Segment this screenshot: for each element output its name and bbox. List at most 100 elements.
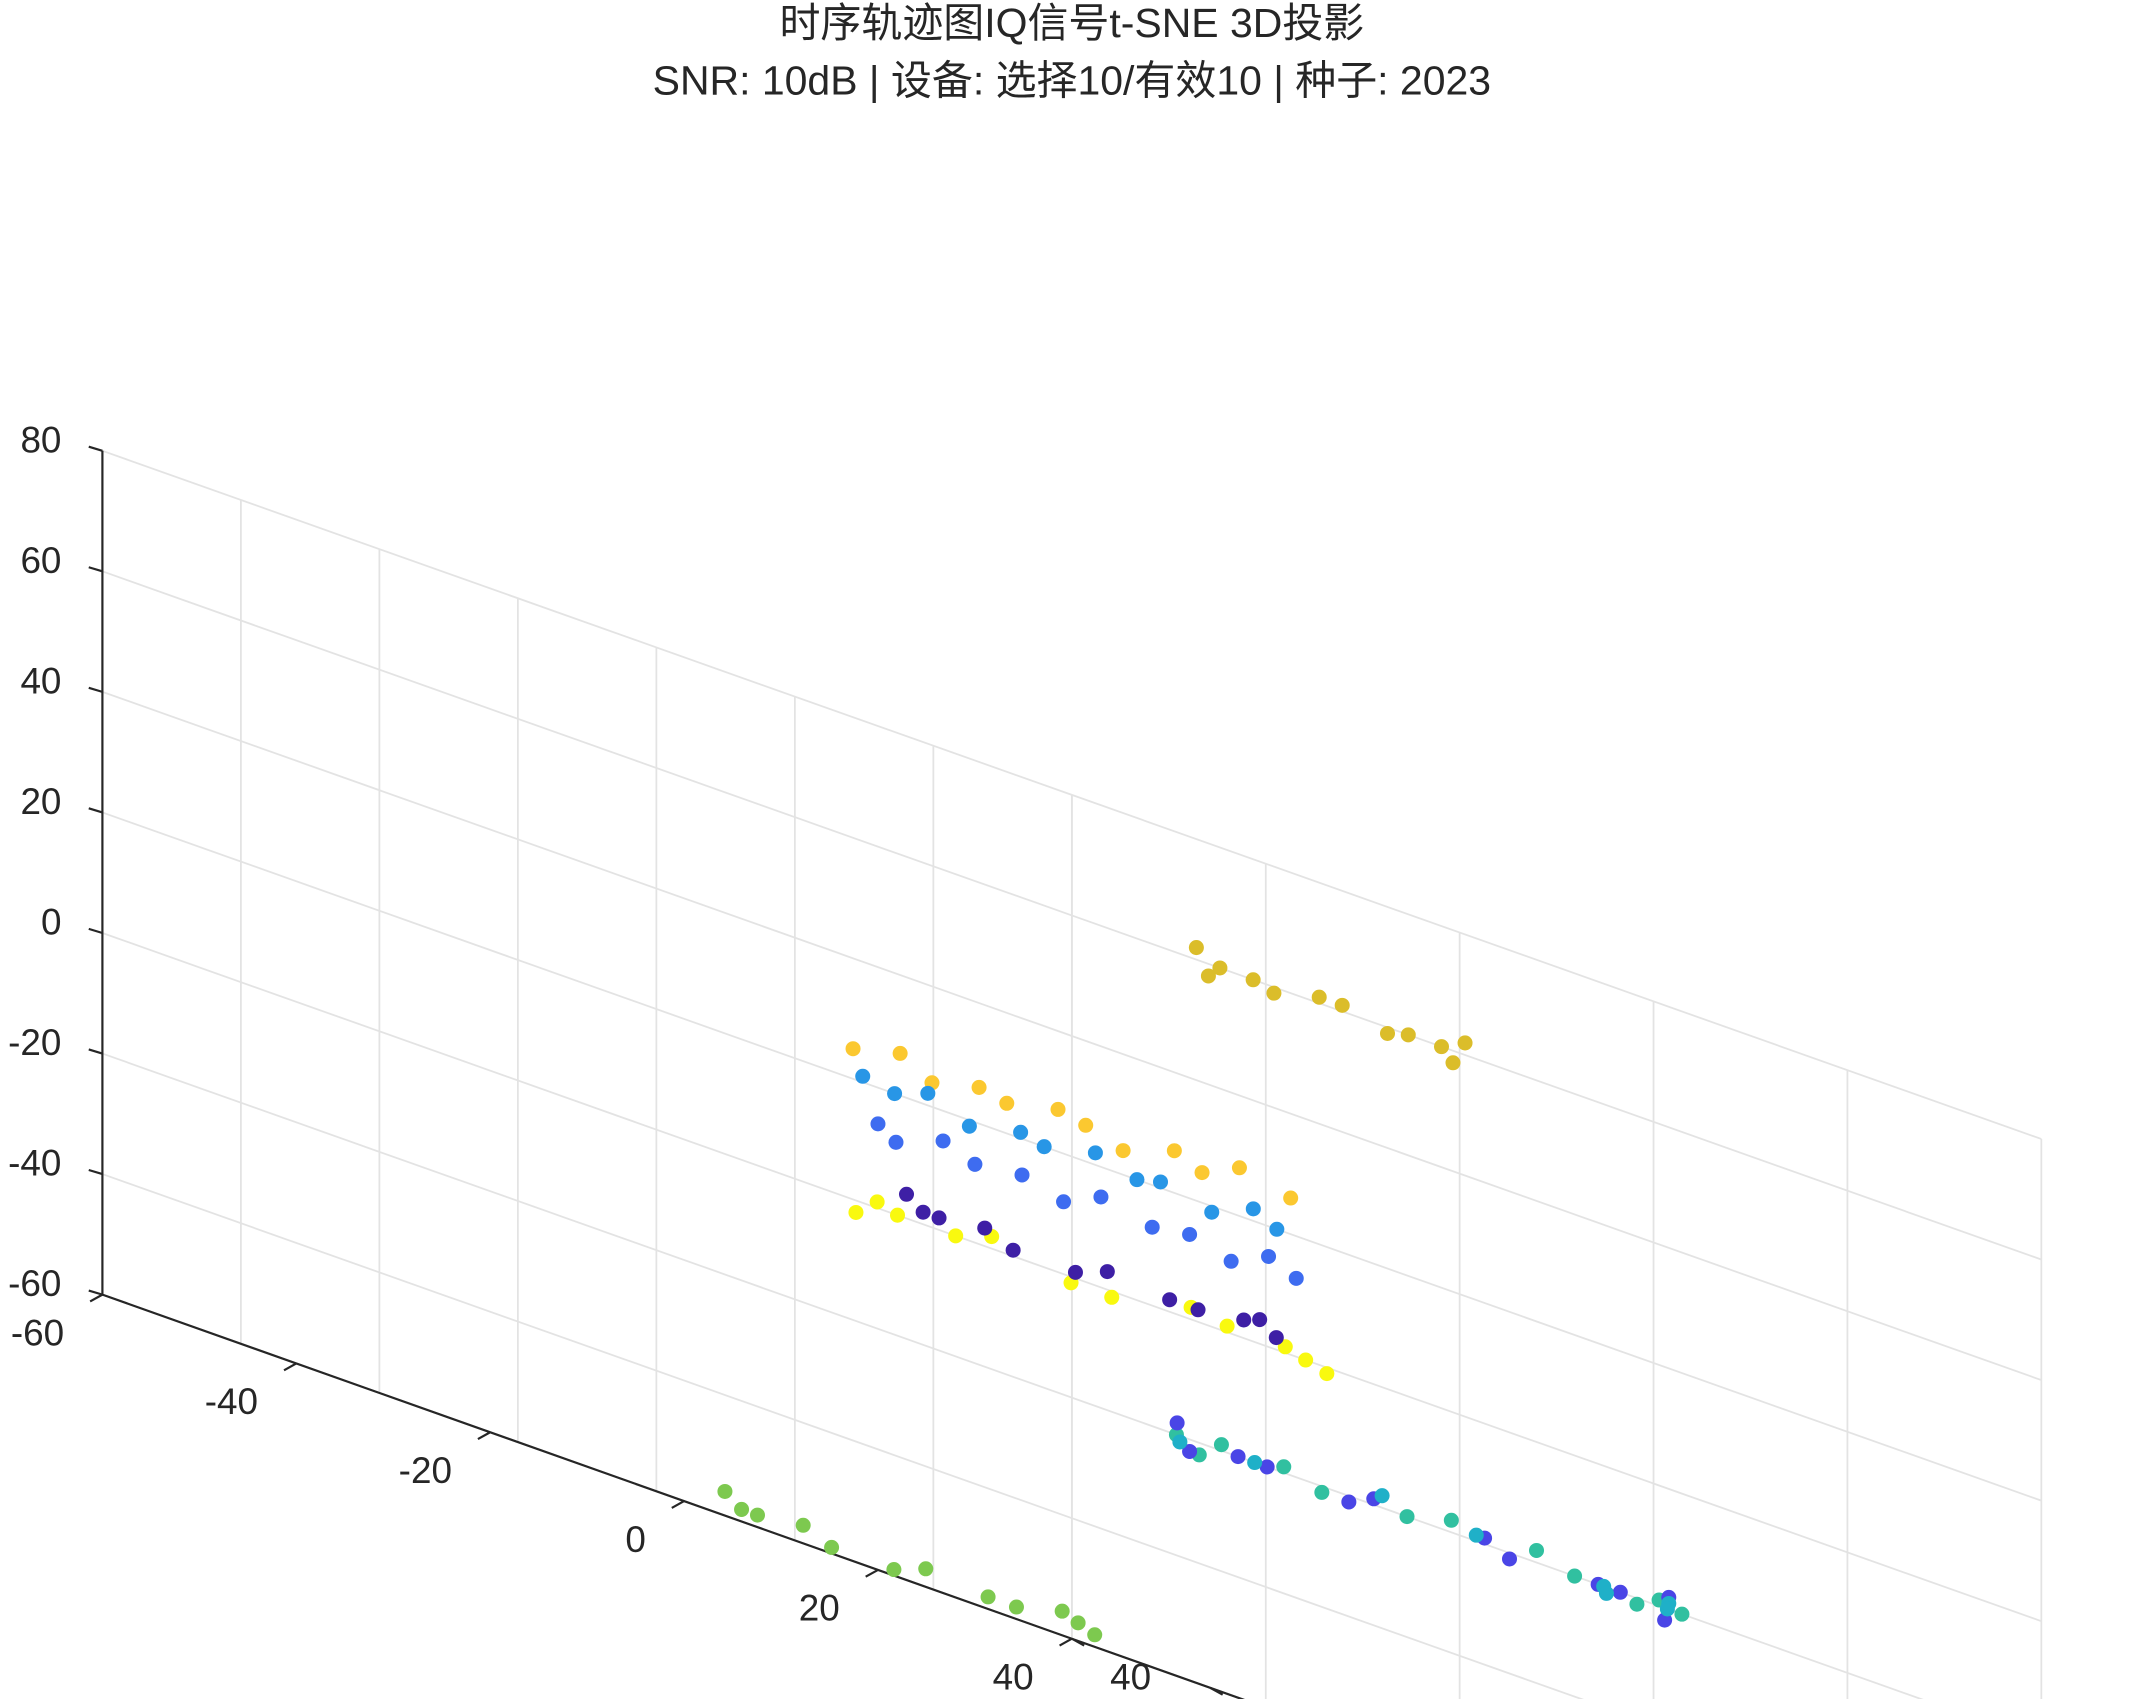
point bbox=[1445, 1055, 1461, 1071]
point bbox=[1162, 1292, 1178, 1308]
point bbox=[1236, 1312, 1252, 1328]
point bbox=[845, 1041, 861, 1057]
grid-line bbox=[102, 1173, 1073, 1520]
point bbox=[1567, 1568, 1583, 1584]
z-tick-label: 40 bbox=[20, 660, 61, 701]
point bbox=[1093, 1189, 1109, 1205]
point bbox=[1501, 1551, 1518, 1567]
y-tick bbox=[1071, 1637, 1085, 1647]
point bbox=[1070, 1615, 1086, 1631]
z-tick-label: -60 bbox=[8, 1263, 61, 1304]
point bbox=[1182, 1226, 1198, 1242]
grid-line bbox=[296, 1362, 1245, 1699]
point bbox=[1319, 1366, 1335, 1382]
point bbox=[1013, 1124, 1029, 1140]
point bbox=[1247, 1454, 1263, 1471]
z-tick-label: -40 bbox=[8, 1143, 61, 1184]
x-tick bbox=[1059, 1637, 1073, 1647]
point bbox=[1014, 1167, 1030, 1183]
point bbox=[920, 1085, 936, 1101]
x-tick-label: 40 bbox=[993, 1656, 1034, 1697]
point bbox=[749, 1507, 765, 1523]
x-tick bbox=[283, 1362, 297, 1372]
point bbox=[1374, 1488, 1390, 1504]
y-tick bbox=[1209, 1686, 1224, 1696]
point bbox=[887, 1086, 903, 1102]
point bbox=[1674, 1606, 1690, 1622]
point bbox=[848, 1204, 864, 1221]
z-tick-label: 60 bbox=[20, 540, 61, 581]
point bbox=[1067, 1264, 1083, 1280]
point bbox=[931, 1210, 947, 1226]
point bbox=[1277, 1339, 1293, 1355]
grid-line bbox=[102, 570, 1073, 917]
point bbox=[1050, 1101, 1066, 1117]
point bbox=[1341, 1494, 1357, 1510]
point bbox=[1334, 997, 1350, 1013]
point bbox=[1612, 1584, 1628, 1600]
grid-line bbox=[102, 449, 1073, 796]
point bbox=[1659, 1601, 1675, 1617]
point bbox=[898, 1186, 915, 1202]
grid-line bbox=[794, 1539, 1245, 1699]
point bbox=[1231, 1160, 1247, 1176]
point bbox=[888, 1134, 904, 1150]
z-tick bbox=[88, 445, 103, 452]
z-tick bbox=[88, 927, 103, 935]
point bbox=[1269, 1221, 1285, 1237]
point bbox=[824, 1539, 840, 1555]
point bbox=[1005, 1242, 1021, 1258]
point bbox=[1379, 1025, 1396, 1041]
point bbox=[1598, 1585, 1614, 1601]
grid-line bbox=[379, 1392, 1245, 1699]
point bbox=[1087, 1145, 1103, 1161]
point bbox=[915, 1204, 931, 1220]
point bbox=[892, 1045, 908, 1061]
point bbox=[1200, 968, 1216, 984]
point bbox=[1268, 1330, 1284, 1346]
point bbox=[1056, 1194, 1072, 1210]
point bbox=[1252, 1312, 1268, 1328]
point bbox=[717, 1483, 733, 1499]
point bbox=[1036, 1139, 1052, 1155]
point bbox=[1099, 1264, 1115, 1280]
grid-line bbox=[102, 932, 1073, 1278]
z-tick-label: 20 bbox=[20, 781, 61, 822]
point bbox=[948, 1228, 964, 1244]
x-tick-label: -60 bbox=[11, 1312, 64, 1353]
z-tick bbox=[88, 1168, 103, 1176]
point bbox=[999, 1095, 1015, 1111]
grid-line bbox=[1071, 1155, 2042, 1502]
point bbox=[1288, 1270, 1304, 1286]
point bbox=[1276, 1459, 1292, 1475]
point bbox=[1259, 1459, 1275, 1475]
point bbox=[1078, 1117, 1094, 1133]
point bbox=[1169, 1415, 1185, 1431]
point bbox=[1152, 1174, 1169, 1190]
point bbox=[1166, 1143, 1182, 1159]
y-tick-label: 40 bbox=[1110, 1656, 1151, 1697]
point bbox=[1283, 1190, 1299, 1206]
point bbox=[1529, 1542, 1545, 1558]
point bbox=[1266, 985, 1282, 1001]
point bbox=[886, 1562, 902, 1578]
point bbox=[1245, 1201, 1261, 1217]
grid-line bbox=[102, 691, 1073, 1037]
point bbox=[967, 1156, 983, 1172]
z-tick bbox=[88, 1289, 103, 1296]
grid-line bbox=[102, 1052, 1073, 1399]
z-tick-label: -20 bbox=[8, 1022, 61, 1063]
point bbox=[1129, 1172, 1145, 1188]
point bbox=[1219, 1318, 1235, 1334]
point bbox=[1204, 1204, 1220, 1220]
point bbox=[1213, 1437, 1229, 1453]
z-tick bbox=[88, 1048, 103, 1055]
grid-line bbox=[1071, 1276, 2042, 1623]
point bbox=[1399, 1509, 1415, 1525]
point bbox=[1261, 1248, 1277, 1264]
z-tick-label: 0 bbox=[41, 902, 62, 943]
chart-subtitle: SNR: 10dB | 设备: 选择10/有效10 | 种子: 2023 bbox=[653, 57, 1491, 103]
x-tick-label: 20 bbox=[799, 1588, 840, 1629]
